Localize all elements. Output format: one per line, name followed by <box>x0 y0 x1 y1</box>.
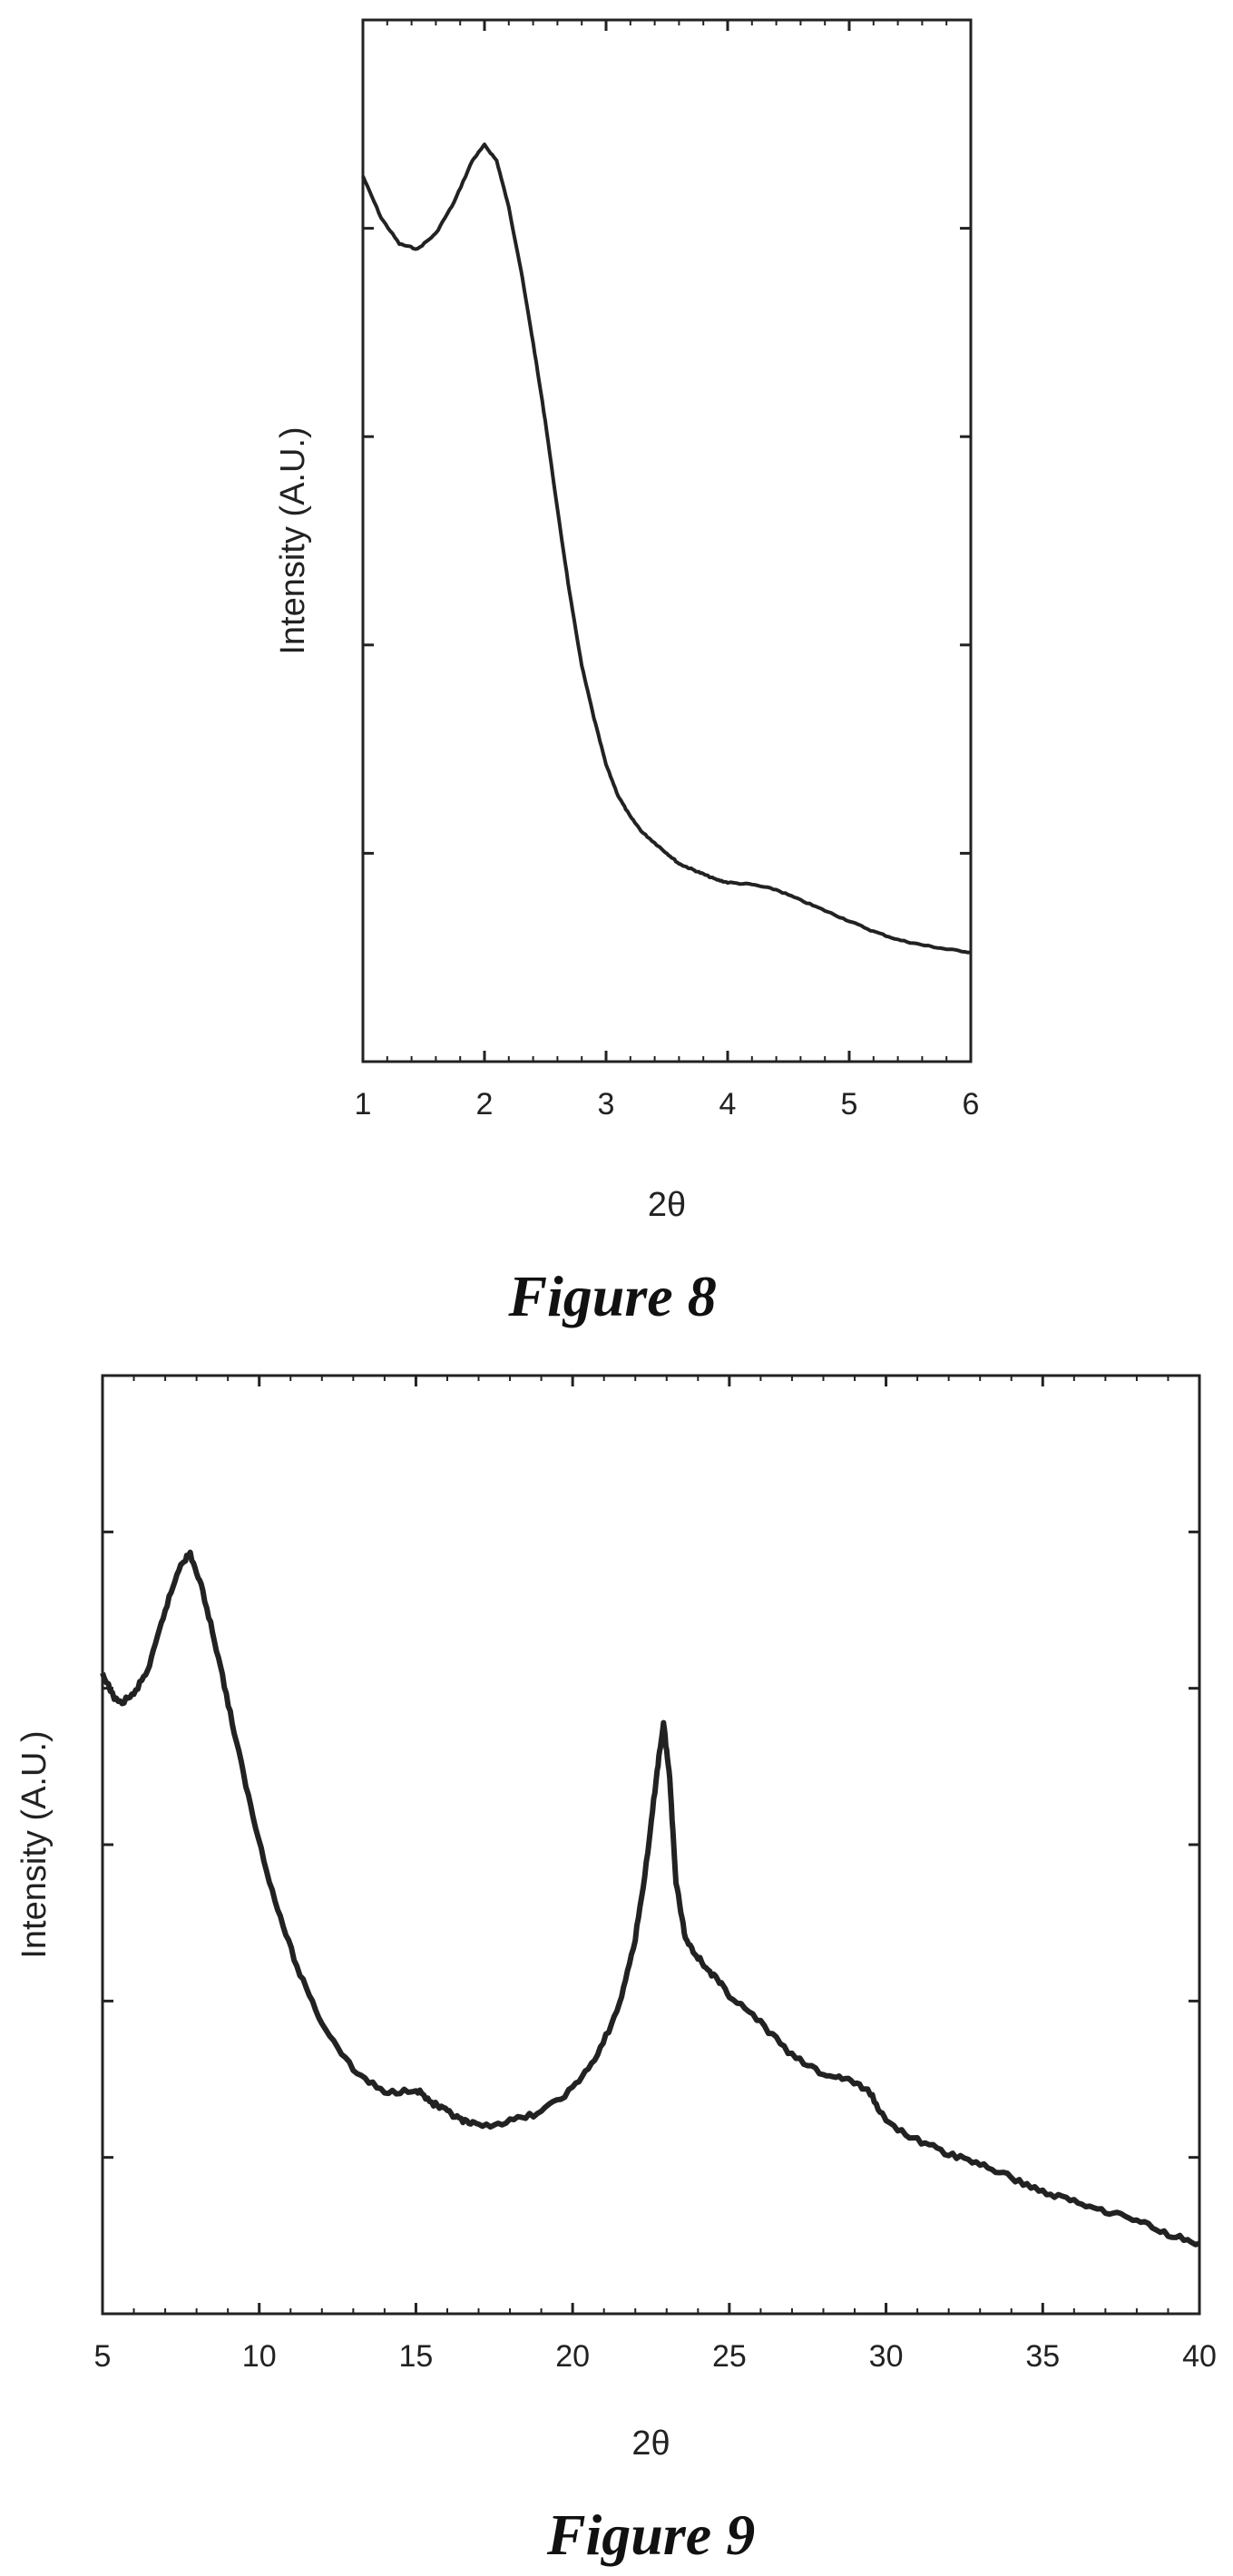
x-tick-label: 40 <box>1182 2339 1217 2374</box>
figure-8-plot-frame <box>361 18 973 1063</box>
figure-9-caption: Figure 9 <box>546 2503 755 2567</box>
figure-9-y-axis-label: Intensity (A.U.) <box>15 1730 54 1958</box>
figure-8-tick-marks <box>361 20 973 1062</box>
x-tick-label: 4 <box>719 1087 737 1121</box>
x-tick-label: 1 <box>355 1087 372 1121</box>
figure-9-x-axis-label: 2θ <box>631 2424 670 2463</box>
figure-9-series-line <box>100 1549 1200 2248</box>
figure-9-x-tick-labels: 5 10 15 20 25 30 35 40 <box>94 2339 1217 2374</box>
figure-8-series-line <box>361 142 972 955</box>
figure-8-chart: 1 2 3 4 5 6 Intensity (A.U.) 2θ Figure 8 <box>274 18 980 1328</box>
x-tick-label: 3 <box>598 1087 615 1121</box>
x-tick-label: 20 <box>555 2339 590 2374</box>
x-tick-label: 5 <box>94 2339 112 2374</box>
x-tick-label: 35 <box>1025 2339 1060 2374</box>
figure-8-x-tick-labels: 1 2 3 4 5 6 <box>355 1087 980 1121</box>
x-tick-label: 15 <box>399 2339 434 2374</box>
figure-8-caption: Figure 8 <box>507 1264 716 1328</box>
x-tick-label: 25 <box>712 2339 747 2374</box>
x-tick-label: 30 <box>869 2339 904 2374</box>
x-tick-label: 10 <box>242 2339 277 2374</box>
figure-8-y-axis-label: Intensity (A.U.) <box>274 426 312 654</box>
x-tick-label: 5 <box>841 1087 858 1121</box>
x-tick-label: 2 <box>476 1087 494 1121</box>
x-tick-label: 6 <box>963 1087 980 1121</box>
figure-9-chart: 5 10 15 20 25 30 35 40 Intensity (A.U.) 2θ Figu… <box>15 1374 1217 2567</box>
figure-9-tick-marks <box>101 1376 1201 2314</box>
figure-8-x-axis-label: 2θ <box>648 1186 686 1224</box>
